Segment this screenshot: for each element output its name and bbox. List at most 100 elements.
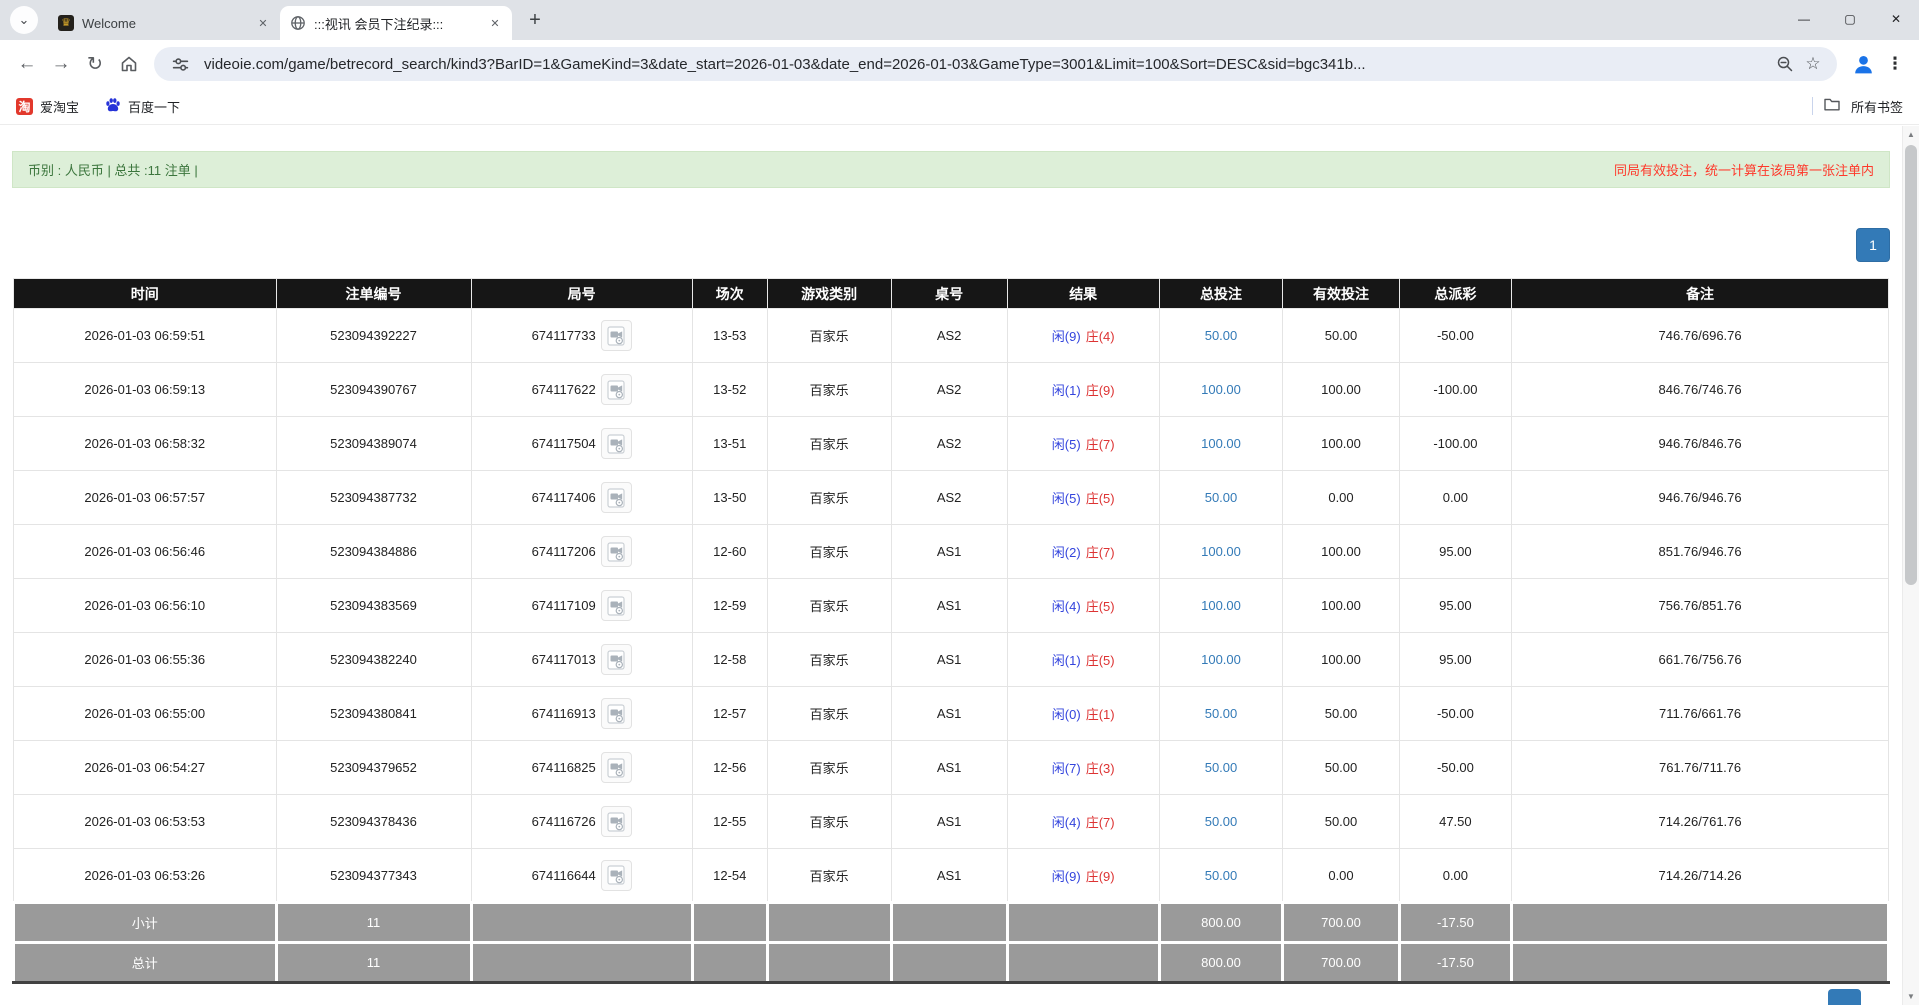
close-button[interactable]: ✕ (1890, 12, 1902, 26)
maximize-button[interactable]: ▢ (1844, 12, 1856, 26)
pagination-bottom-partial[interactable] (1828, 989, 1861, 1005)
result-banker: 庄(7) (1085, 437, 1115, 452)
total-count: 11 (274, 941, 473, 984)
video-replay-button[interactable] (600, 320, 632, 351)
total-bet-link[interactable]: 50.00 (1204, 760, 1238, 775)
page-1-button[interactable]: 1 (1856, 228, 1890, 262)
round-id-text: 674117013 (531, 652, 596, 667)
bookmark-taobao[interactable]: 淘 爱淘宝 (16, 97, 79, 116)
cell-payout: -50.00 (1398, 686, 1513, 741)
minimize-button[interactable]: — (1798, 12, 1810, 26)
tab-welcome-close-icon[interactable]: ✕ (258, 17, 268, 30)
result-player: 闲(4) (1051, 815, 1081, 830)
cell-result: 闲(1) 庄(9) (1006, 362, 1160, 417)
bet-record-table: 时间 注单编号 局号 场次 游戏类别 桌号 结果 总投注 有效投注 总派彩 备注… (12, 278, 1890, 984)
cell-round-id: 674117109 (470, 578, 693, 633)
total-bet-link[interactable]: 100.00 (1201, 382, 1241, 397)
cell-valid-bet: 50.00 (1282, 794, 1400, 849)
cell-table-no: AS1 (890, 632, 1008, 687)
tab-bet-record[interactable]: :::视讯 会员下注纪录::: ✕ (280, 6, 512, 40)
table-header: 时间 注单编号 局号 场次 游戏类别 桌号 结果 总投注 有效投注 总派彩 备注 (13, 278, 1889, 309)
video-replay-button[interactable] (600, 536, 632, 567)
cell-result: 闲(1) 庄(5) (1006, 632, 1160, 687)
refresh-button[interactable]: ↻ (87, 53, 103, 75)
total-bet-link[interactable]: 50.00 (1204, 328, 1238, 343)
video-replay-button[interactable] (600, 859, 632, 891)
bookmark-baidu[interactable]: 百度一下 (105, 97, 180, 116)
scrollbar-thumb[interactable] (1905, 145, 1917, 585)
window-controls: — ▢ ✕ (1781, 0, 1919, 38)
video-replay-button[interactable] (600, 698, 632, 729)
video-replay-button[interactable] (600, 752, 632, 783)
video-replay-button[interactable] (600, 482, 632, 513)
cell-valid-bet: 50.00 (1282, 740, 1400, 795)
subtotal-label: 小计 (12, 901, 278, 944)
cell-valid-bet: 0.00 (1282, 470, 1400, 525)
video-replay-button[interactable] (600, 374, 632, 405)
cell-bet-id: 523094380841 (275, 686, 472, 741)
tab-welcome[interactable]: ♛ Welcome ✕ (48, 6, 280, 40)
cell-payout: 95.00 (1398, 578, 1513, 633)
cell-game-type: 百家乐 (766, 362, 892, 417)
cell-session: 12-57 (691, 686, 768, 741)
video-replay-button[interactable] (600, 806, 632, 837)
table-row: 2026-01-03 06:59:51 523094392227 6741177… (13, 308, 1889, 363)
forward-button[interactable]: → (51, 53, 71, 74)
round-id-text: 674116726 (531, 814, 596, 829)
cell-remark: 746.76/696.76 (1511, 308, 1889, 363)
total-bet-link[interactable]: 100.00 (1201, 598, 1241, 613)
cell-result: 闲(2) 庄(7) (1006, 524, 1160, 579)
cell-payout: 95.00 (1398, 524, 1513, 579)
new-tab-button[interactable]: + (529, 8, 541, 31)
col-payout: 总派彩 (1398, 278, 1513, 309)
video-replay-button[interactable] (600, 644, 632, 675)
total-bet-link[interactable]: 50.00 (1204, 706, 1238, 721)
subtotal-count: 11 (274, 901, 473, 944)
cell-result: 闲(4) 庄(5) (1006, 578, 1160, 633)
total-bet-link[interactable]: 50.00 (1204, 867, 1238, 883)
all-bookmarks-label[interactable]: 所有书签 (1850, 99, 1903, 115)
browser-toolbar: ← → ↻ videoie.com/game/betrecord_search/… (0, 40, 1919, 88)
cell-game-type: 百家乐 (766, 848, 892, 903)
page-scrollbar[interactable]: ▲ ▼ (1902, 126, 1919, 1005)
total-bet-link[interactable]: 100.00 (1201, 544, 1241, 559)
bookmark-taobao-label: 爱淘宝 (40, 99, 80, 115)
total-bet-link[interactable]: 50.00 (1204, 490, 1238, 505)
cell-game-type: 百家乐 (766, 308, 892, 363)
address-bar[interactable]: videoie.com/game/betrecord_search/kind3?… (154, 47, 1837, 81)
result-banker: 庄(9) (1085, 383, 1115, 398)
tab-bet-record-close-icon[interactable]: ✕ (490, 17, 500, 30)
taobao-icon: 淘 (16, 97, 33, 115)
total-bet-link[interactable]: 100.00 (1201, 652, 1241, 667)
home-button[interactable] (112, 47, 146, 81)
browser-menu-icon[interactable]: ⋮ (1886, 54, 1904, 73)
total-bet-link[interactable]: 50.00 (1204, 814, 1238, 829)
back-button[interactable]: ← (17, 53, 37, 74)
total-bet-link[interactable]: 100.00 (1201, 436, 1241, 451)
cell-game-type: 百家乐 (766, 470, 892, 525)
video-replay-button[interactable] (600, 428, 632, 459)
bookmark-star-icon[interactable]: ☆ (1805, 54, 1821, 73)
profile-avatar[interactable] (1845, 46, 1881, 82)
scroll-up-icon[interactable]: ▲ (1907, 130, 1915, 139)
cell-table-no: AS2 (890, 308, 1008, 363)
result-banker: 庄(3) (1085, 761, 1115, 776)
tab-search-chevron-button[interactable]: ⌄ (10, 6, 38, 34)
col-table-no: 桌号 (890, 278, 1008, 309)
total-payout: -17.50 (1397, 941, 1514, 984)
cell-result: 闲(5) 庄(7) (1006, 416, 1160, 471)
video-replay-button[interactable] (600, 590, 632, 621)
cell-round-id: 674117013 (470, 632, 693, 687)
zoom-out-icon[interactable] (1771, 55, 1799, 73)
result-player: 闲(0) (1051, 707, 1081, 722)
cell-bet-id: 523094379652 (275, 740, 472, 795)
cell-session: 12-59 (691, 578, 768, 633)
round-id-text: 674116825 (531, 760, 596, 775)
url-text[interactable]: videoie.com/game/betrecord_search/kind3?… (204, 55, 1366, 73)
result-banker: 庄(7) (1085, 815, 1115, 830)
site-settings-tune-icon[interactable] (166, 56, 194, 73)
cell-payout: -50.00 (1398, 308, 1513, 363)
scroll-down-icon[interactable]: ▼ (1907, 992, 1915, 1001)
round-id-text: 674117109 (531, 598, 596, 613)
tab-strip: ⌄ ♛ Welcome ✕ :::视讯 会员下注纪录::: ✕ + — ▢ ✕ (0, 0, 1919, 40)
